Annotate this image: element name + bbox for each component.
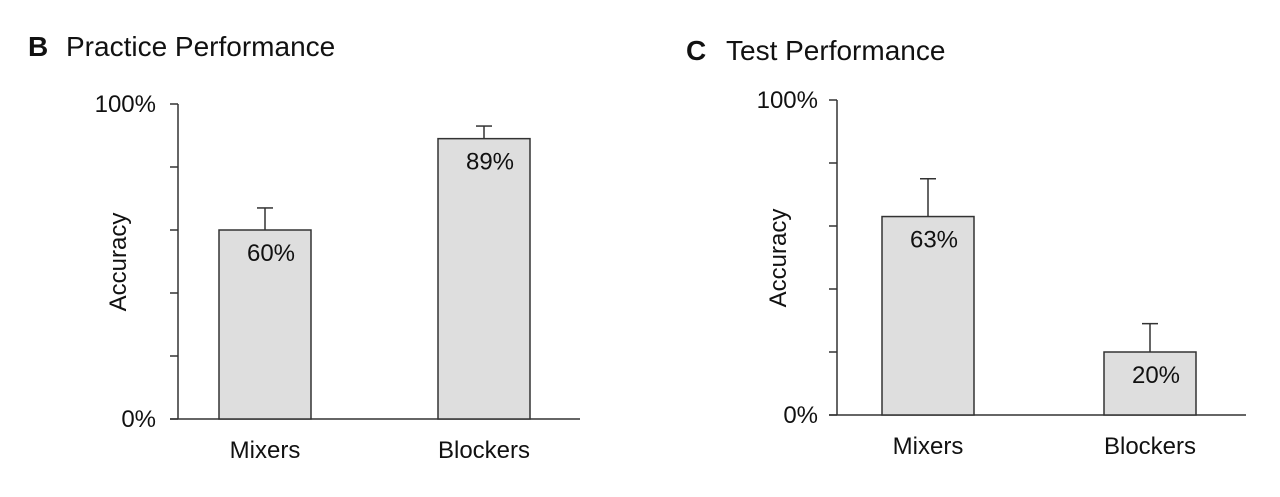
panel-c-letter: C — [686, 35, 706, 66]
panel-c-y-tick-label: 100% — [757, 87, 818, 114]
panel-c-data-label: 20% — [1132, 362, 1180, 389]
panel-b-letter: B — [28, 31, 48, 62]
panel-b-chart: 0% 100% Accuracy 60% Mixers 89% Blockers — [95, 91, 580, 464]
panel-b-bar-mixers — [218, 229, 312, 420]
panel-c-title: Test Performance — [726, 35, 945, 66]
panel-c-y-tick-label: 0% — [783, 402, 818, 429]
panel-b-bar-blockers — [437, 137, 531, 420]
panel-b-data-label: 89% — [466, 149, 514, 176]
panel-c-bar-blockers — [1103, 351, 1197, 416]
panel-c-bar-mixers — [881, 215, 975, 416]
panel-c-data-label: 63% — [910, 227, 958, 254]
panel-b-data-label: 60% — [247, 240, 295, 267]
panel-c-category-label: Blockers — [1104, 433, 1196, 460]
panel-c-chart: 0% 100% Accuracy 63% Mixers 20% Blockers — [757, 87, 1246, 460]
panel-b-category-label: Blockers — [438, 437, 530, 464]
panel-c-y-axis-label: Accuracy — [765, 209, 792, 308]
panel-b-title: Practice Performance — [66, 31, 335, 62]
panel-b-y-tick-label: 0% — [121, 406, 156, 433]
panel-b-y-tick-label: 100% — [95, 91, 156, 118]
panel-c-category-label: Mixers — [893, 433, 964, 460]
panel-b-category-label: Mixers — [230, 437, 301, 464]
panel-b-y-axis-label: Accuracy — [105, 213, 132, 312]
